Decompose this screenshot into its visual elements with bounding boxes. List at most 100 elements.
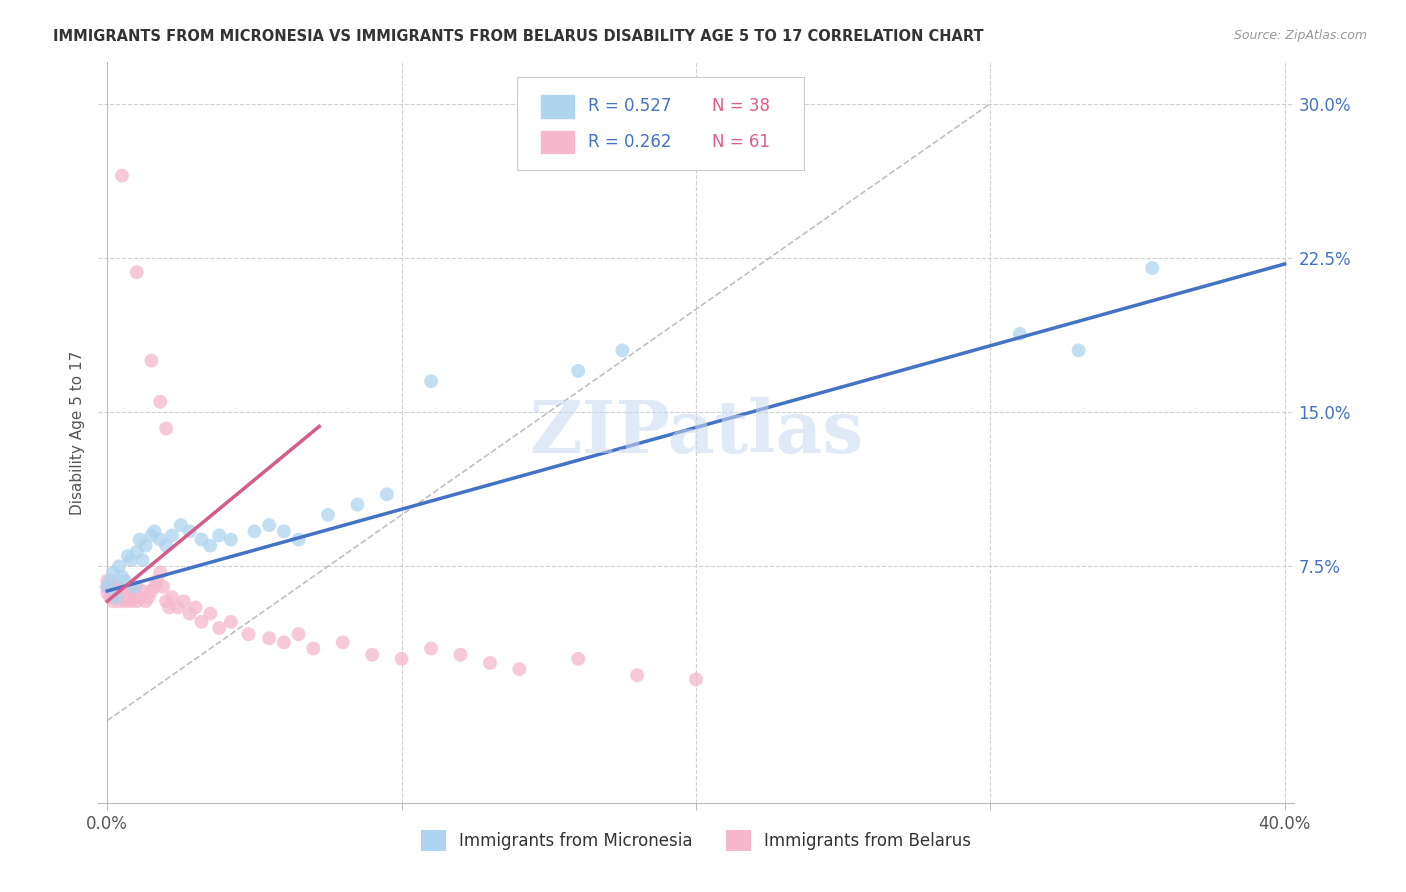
Point [131, 553, 153, 567]
Point [685, 673, 707, 687]
Point [141, 528, 163, 542]
Point [122, 580, 145, 594]
Point [219, 533, 242, 547]
Point [287, 533, 309, 547]
Point [134, 539, 156, 553]
Point [125, 265, 148, 279]
Point [138, 590, 160, 604]
Point [131, 584, 153, 599]
Point [141, 584, 163, 599]
Point [184, 600, 207, 615]
Point [170, 518, 193, 533]
Point [120, 586, 142, 600]
Point [420, 641, 443, 656]
Point [98, 574, 121, 588]
Point [155, 594, 177, 608]
Point [478, 656, 501, 670]
Point [155, 421, 177, 435]
Y-axis label: Disability Age 5 to 17: Disability Age 5 to 17 [69, 351, 84, 515]
Point [128, 590, 150, 604]
Point [96, 586, 118, 600]
Point [612, 343, 634, 358]
Point [179, 607, 201, 621]
Point [160, 528, 183, 542]
Point [114, 586, 136, 600]
Point [111, 169, 134, 183]
Point [257, 632, 280, 646]
Point [160, 590, 183, 604]
Point [117, 590, 139, 604]
Text: R = 0.527: R = 0.527 [589, 97, 672, 115]
Point [108, 594, 131, 608]
Point [96, 580, 118, 594]
Point [120, 594, 142, 608]
Point [141, 353, 163, 368]
Point [125, 594, 148, 608]
Point [361, 648, 384, 662]
Point [149, 533, 172, 547]
Point [117, 549, 139, 563]
Point [257, 518, 280, 533]
Point [200, 539, 222, 553]
Text: N = 61: N = 61 [711, 133, 769, 152]
Text: ZIPatlas: ZIPatlas [529, 397, 863, 468]
Point [152, 580, 174, 594]
Point [391, 652, 413, 666]
Point [128, 533, 150, 547]
Point [332, 635, 354, 649]
Point [134, 594, 156, 608]
Point [105, 590, 128, 604]
Point [420, 374, 443, 388]
Text: N = 38: N = 38 [711, 97, 769, 115]
Point [287, 627, 309, 641]
Point [114, 594, 136, 608]
Text: R = 0.262: R = 0.262 [589, 133, 672, 152]
Point [105, 578, 128, 592]
Point [567, 364, 589, 378]
Point [219, 615, 242, 629]
Point [190, 615, 212, 629]
Point [208, 528, 231, 542]
Point [149, 394, 172, 409]
Point [96, 574, 118, 588]
Point [157, 600, 180, 615]
Bar [541, 95, 574, 118]
Point [98, 584, 121, 599]
Point [108, 559, 131, 574]
Point [179, 524, 201, 539]
Point [108, 580, 131, 594]
Point [273, 524, 295, 539]
Point [200, 607, 222, 621]
Point [125, 580, 148, 594]
Point [316, 508, 339, 522]
Point [149, 566, 172, 580]
Point [208, 621, 231, 635]
Point [111, 590, 134, 604]
Point [167, 600, 190, 615]
Point [120, 553, 142, 567]
Point [101, 586, 124, 600]
Point [375, 487, 398, 501]
Point [101, 580, 124, 594]
Point [122, 584, 145, 599]
Point [143, 524, 166, 539]
Bar [541, 131, 574, 153]
Point [155, 539, 177, 553]
Point [98, 590, 121, 604]
Point [173, 594, 195, 608]
Point [122, 590, 145, 604]
Point [508, 662, 530, 676]
Point [238, 627, 260, 641]
Point [190, 533, 212, 547]
Point [1008, 326, 1031, 341]
Legend: Immigrants from Micronesia, Immigrants from Belarus: Immigrants from Micronesia, Immigrants f… [413, 823, 979, 857]
Point [96, 580, 118, 594]
Point [1142, 261, 1164, 276]
Point [101, 566, 124, 580]
Text: IMMIGRANTS FROM MICRONESIA VS IMMIGRANTS FROM BELARUS DISABILITY AGE 5 TO 17 COR: IMMIGRANTS FROM MICRONESIA VS IMMIGRANTS… [53, 29, 984, 44]
Text: Source: ZipAtlas.com: Source: ZipAtlas.com [1233, 29, 1367, 42]
Point [146, 574, 169, 588]
Point [273, 635, 295, 649]
Point [450, 648, 472, 662]
Point [125, 545, 148, 559]
